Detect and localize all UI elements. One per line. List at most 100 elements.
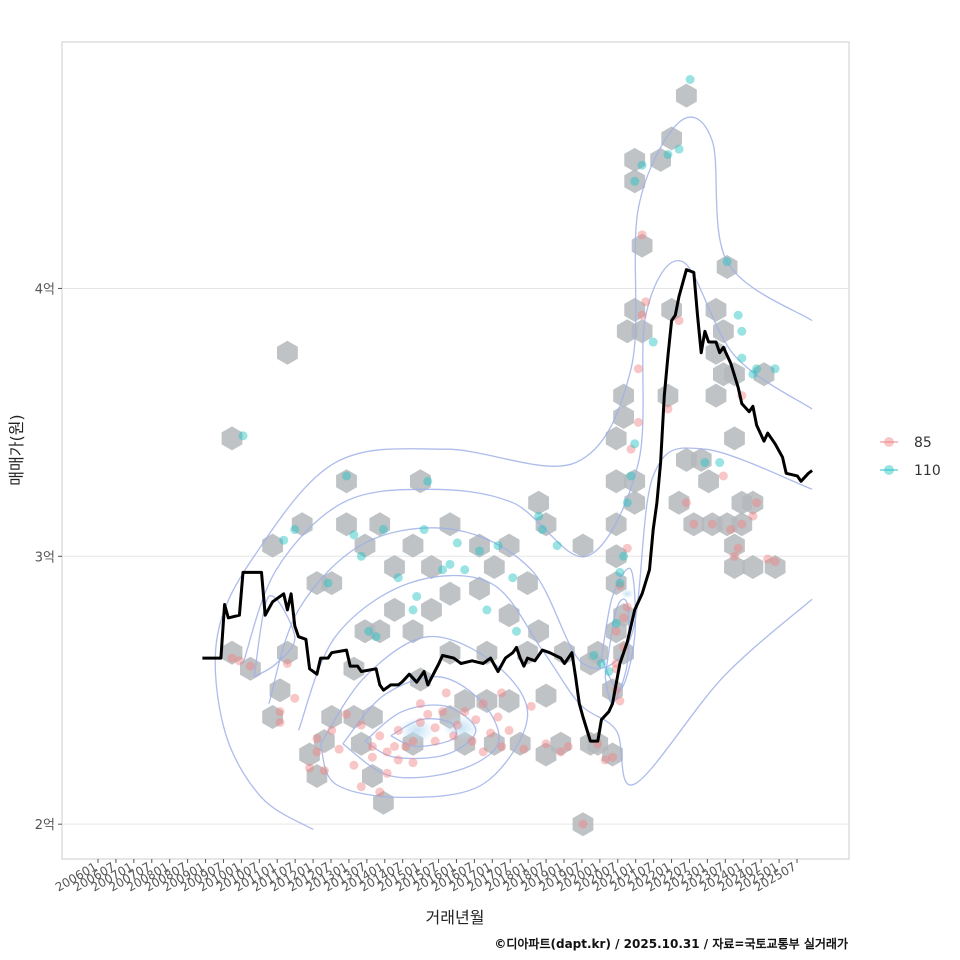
- hexbin: [410, 469, 431, 494]
- hexbin: [550, 731, 572, 756]
- point-110: [589, 650, 599, 660]
- hexbin: [668, 490, 690, 515]
- hexbin: [336, 512, 357, 537]
- hexbin: [321, 705, 343, 729]
- point-85: [770, 557, 780, 567]
- hexbin: [602, 742, 623, 767]
- hexbin: [705, 383, 727, 408]
- point-85: [430, 736, 440, 746]
- hexbin: [384, 555, 405, 579]
- hexbin: [262, 533, 283, 558]
- hexbin: [705, 297, 727, 322]
- density-contour: [214, 116, 813, 831]
- point-85: [541, 739, 551, 749]
- hexbin: [306, 764, 328, 788]
- hexbin: [650, 147, 671, 172]
- hexbin: [742, 555, 764, 579]
- hexbin: [517, 571, 538, 596]
- point-85: [245, 661, 255, 671]
- hexbin: [624, 469, 646, 494]
- point-110: [752, 364, 762, 374]
- hexbin: [321, 571, 343, 596]
- point-85: [452, 720, 462, 730]
- point-85: [356, 782, 366, 792]
- point-85: [282, 658, 292, 668]
- trend-line: [202, 268, 813, 743]
- point-85: [611, 626, 621, 636]
- point-85: [327, 725, 337, 735]
- hexbin: [262, 705, 283, 729]
- legend-key-110: [884, 465, 894, 475]
- hexbin-layer: [221, 83, 786, 837]
- legend-label-85: 85: [914, 435, 932, 451]
- point-85: [689, 519, 699, 529]
- point-85: [763, 554, 773, 564]
- point-85: [234, 656, 244, 666]
- point-85: [497, 741, 507, 751]
- point-110: [438, 565, 448, 575]
- hexbin: [535, 512, 557, 537]
- hexbin: [753, 362, 775, 387]
- point-85: [415, 717, 425, 727]
- point-110: [622, 498, 632, 508]
- point-110: [748, 369, 758, 379]
- hexbin: [535, 683, 557, 708]
- hexbin: [498, 689, 520, 713]
- point-85: [718, 471, 728, 481]
- point-110: [630, 439, 640, 449]
- point-110: [733, 310, 743, 320]
- point-85: [663, 404, 673, 414]
- point-110: [619, 551, 629, 561]
- point-110: [371, 632, 381, 642]
- legend-key-85: [884, 437, 894, 447]
- hexbin: [713, 319, 734, 344]
- density-contour: [319, 635, 529, 799]
- hexbin: [421, 597, 442, 622]
- density-contour: [268, 447, 813, 704]
- point-85: [356, 720, 366, 730]
- point-85: [367, 741, 377, 751]
- hexbin: [354, 533, 376, 558]
- point-85: [493, 712, 503, 722]
- point-85: [615, 581, 625, 591]
- density-contour: [390, 718, 458, 748]
- point-85: [608, 752, 618, 762]
- density-contour: [342, 676, 500, 779]
- point-85: [637, 230, 647, 240]
- point-110: [604, 666, 614, 676]
- y-tick-label: 3억: [35, 550, 55, 565]
- hexbin: [476, 689, 498, 713]
- hexbin: [742, 490, 764, 515]
- point-110: [537, 525, 547, 535]
- point-110: [663, 150, 673, 160]
- point-85: [227, 653, 237, 663]
- point-85: [737, 519, 747, 529]
- point-110: [279, 535, 289, 545]
- point-85: [748, 511, 758, 521]
- x-axis: 2006012006072007012007072008012008072009…: [53, 859, 799, 895]
- point-85: [401, 741, 411, 751]
- point-85: [497, 688, 507, 698]
- y-axis-title: 매매가(원): [7, 414, 26, 485]
- point-110: [349, 530, 359, 540]
- hexbin: [402, 619, 424, 644]
- point-110: [475, 546, 485, 556]
- point-110: [445, 559, 455, 569]
- hexbin: [498, 533, 520, 558]
- density-contour: [297, 574, 813, 786]
- density-fill: [398, 717, 436, 744]
- hexbin: [369, 512, 391, 537]
- legend-label-110: 110: [914, 463, 941, 479]
- point-85: [681, 498, 691, 508]
- point-110: [364, 626, 374, 636]
- point-85: [615, 696, 625, 706]
- point-110: [615, 578, 625, 588]
- point-85: [619, 613, 629, 623]
- point-110: [460, 565, 470, 575]
- point-85: [674, 316, 684, 326]
- hexbin: [724, 533, 745, 558]
- hexbin: [624, 297, 646, 322]
- hexbin: [698, 469, 719, 494]
- hexbin: [605, 469, 627, 494]
